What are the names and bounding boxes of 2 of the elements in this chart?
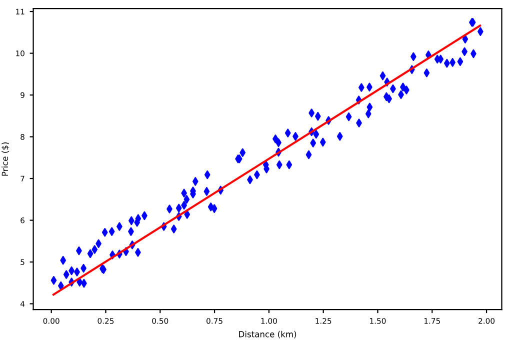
y-axis-title: Price ($) (2, 142, 10, 176)
x-axis-title: Distance (km) (239, 330, 296, 338)
